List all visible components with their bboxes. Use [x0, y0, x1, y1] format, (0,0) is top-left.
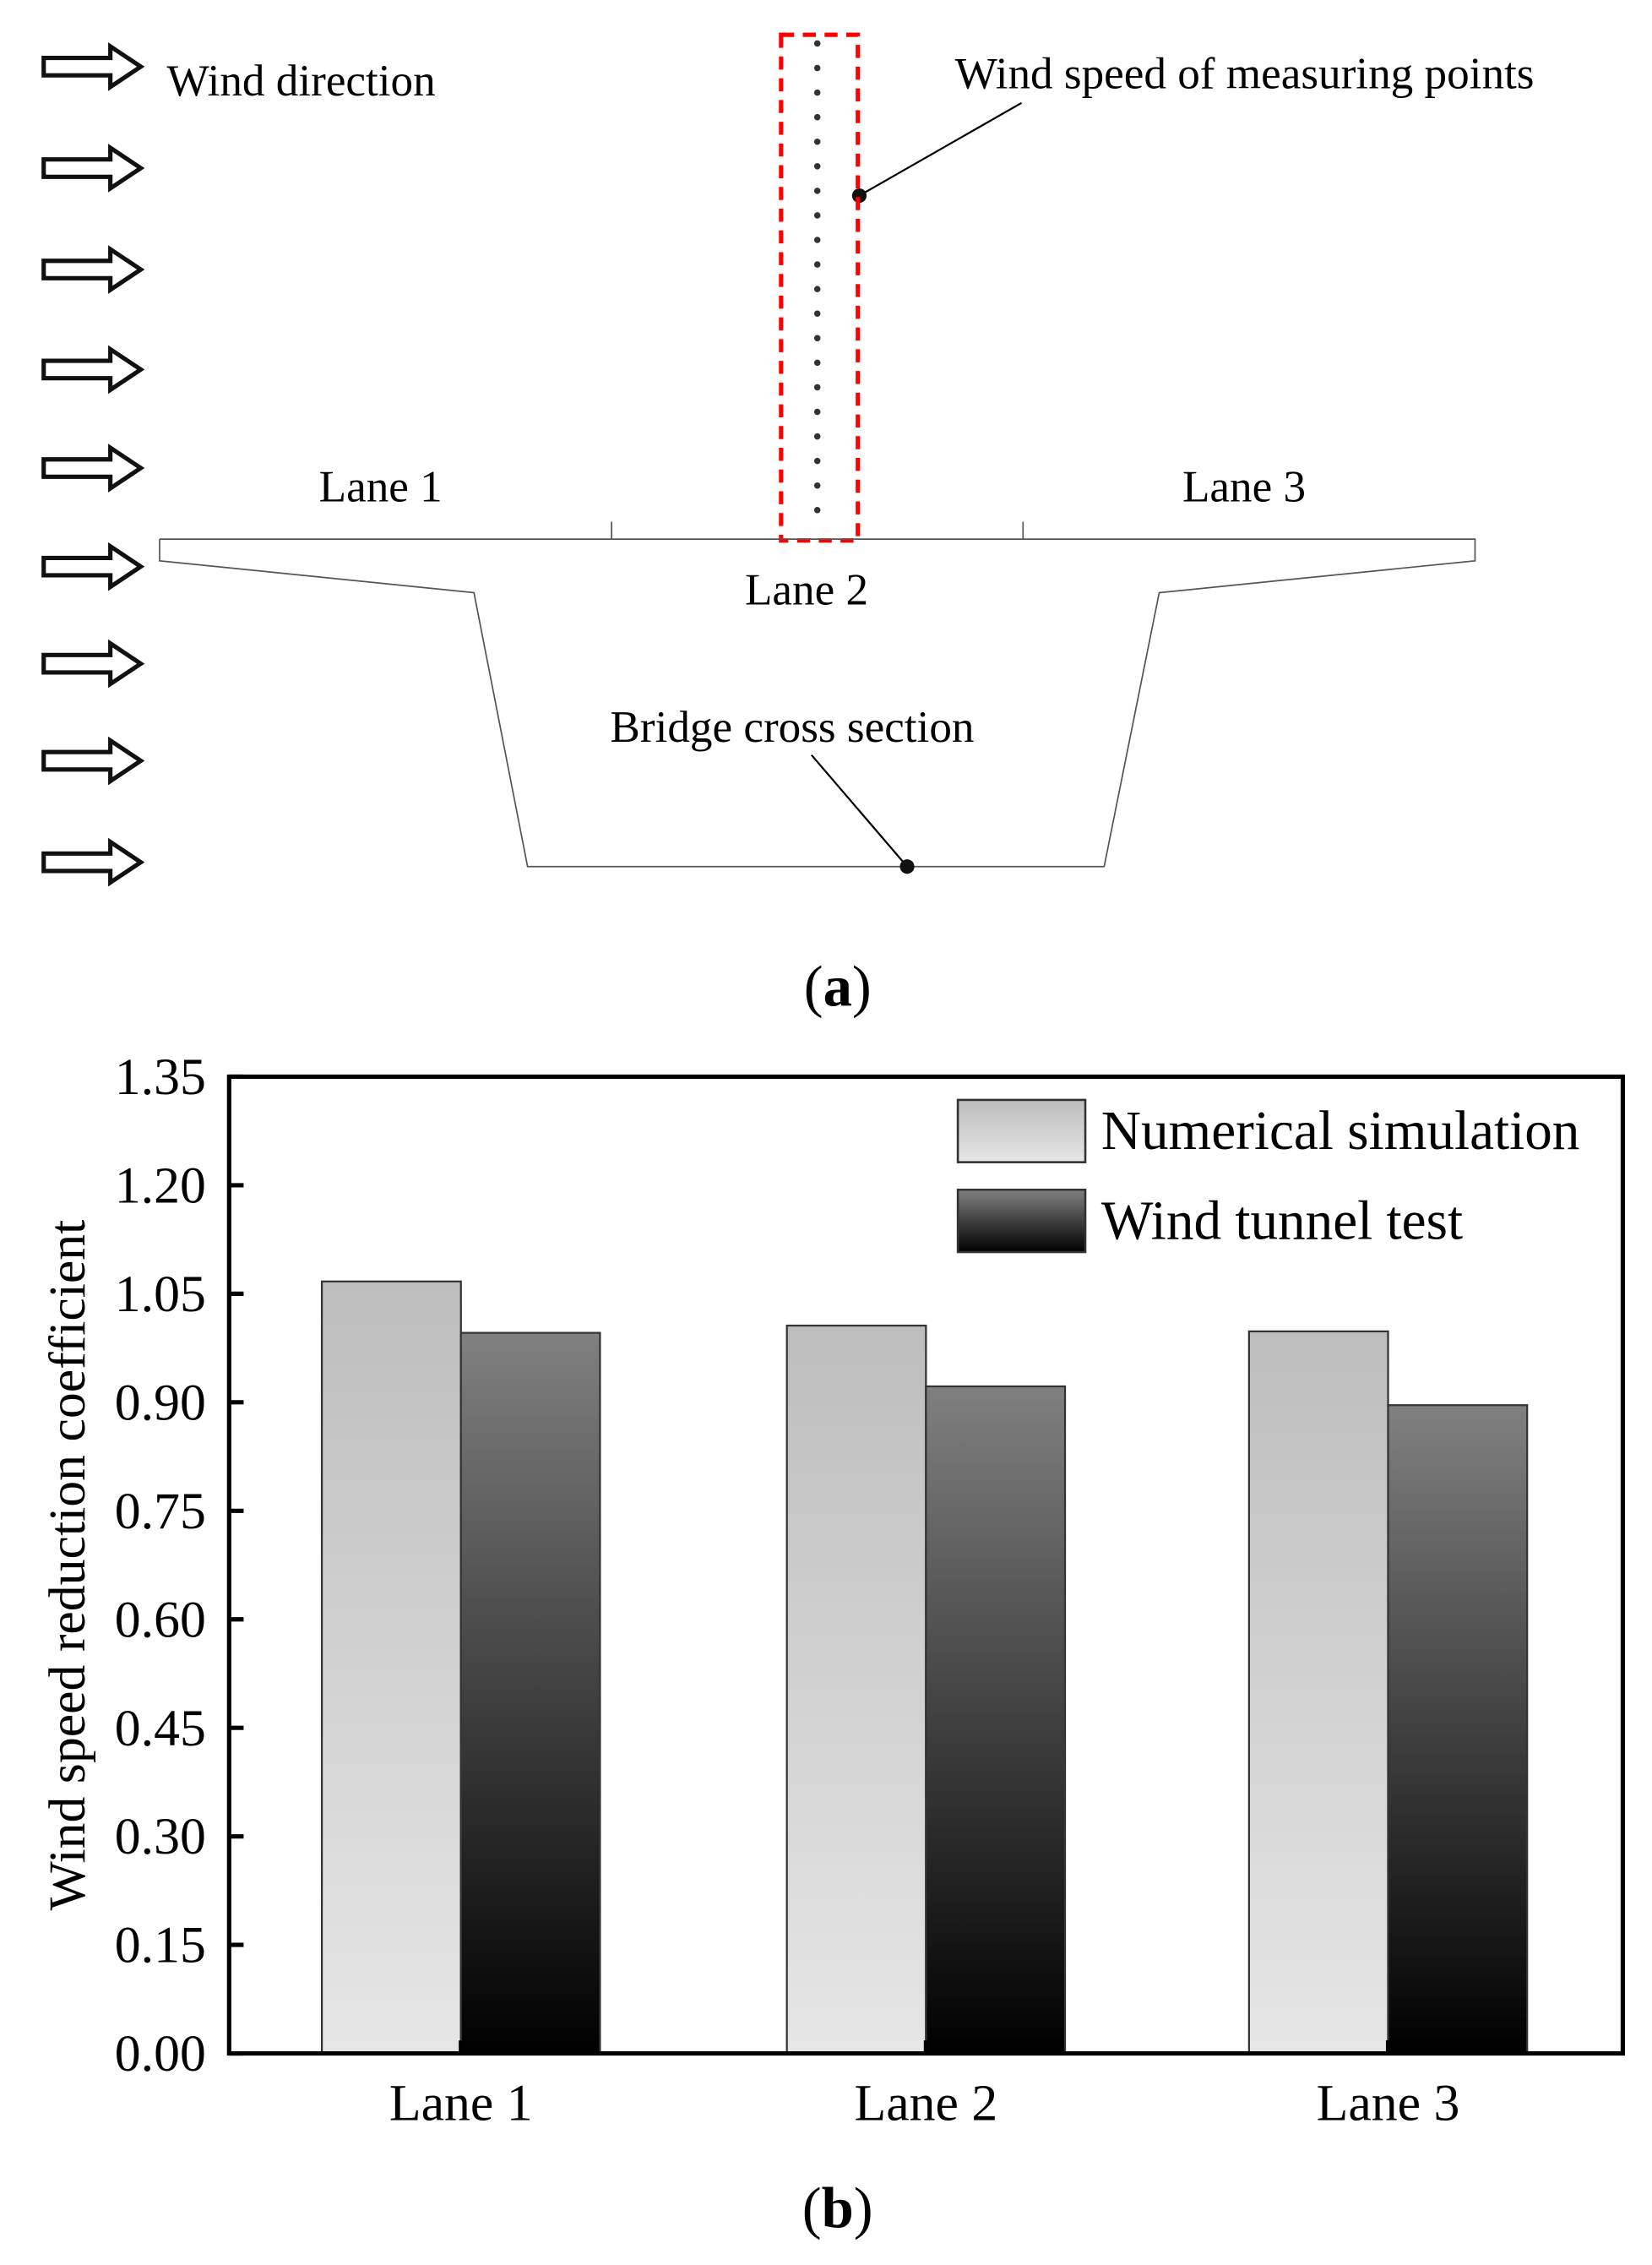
measuring-point: [813, 237, 821, 243]
panel-b-caption: (b): [802, 2175, 873, 2240]
panel-a-diagram: Wind direction Wind speed of measuring p…: [41, 32, 1535, 1018]
y-tick-label: 0.90: [115, 1374, 206, 1431]
lane3-label: Lane 3: [1182, 461, 1306, 511]
bar-numerical-2: [785, 1324, 927, 2055]
legend-swatch-numerical: [956, 1098, 1087, 1163]
measuring-point: [813, 507, 821, 514]
measuring-point: [813, 113, 821, 121]
measuring-point: [813, 40, 821, 47]
y-tick-label: 0.15: [115, 1917, 206, 1974]
y-tick-label: 1.05: [115, 1266, 206, 1323]
y-tick-label: 0.30: [115, 1808, 206, 1865]
y-tick-label: 0.45: [115, 1700, 206, 1757]
bar-tunnel-2: [925, 1385, 1067, 2055]
x-tick-label: Lane 1: [389, 2074, 533, 2132]
lane1-label: Lane 1: [319, 461, 443, 511]
measuring-point: [813, 335, 821, 342]
y-tick-label: 1.35: [115, 1048, 206, 1106]
measuring-point: [813, 212, 821, 219]
y-tick-label: 0.00: [115, 2025, 206, 2083]
wind-arrow-icon: [41, 345, 145, 395]
bars: [320, 1280, 1529, 2055]
x-tick-label: Lane 3: [1317, 2074, 1460, 2132]
measuring-point: [813, 89, 821, 96]
x-tick-label: Lane 2: [854, 2074, 997, 2132]
wind-arrow-icon: [41, 837, 145, 887]
bar-numerical-3: [1247, 1330, 1389, 2055]
legend: Numerical simulation Wind tunnel test: [956, 1098, 1580, 1254]
bar-tunnel-3: [1387, 1404, 1529, 2055]
measuring-point: [813, 408, 821, 416]
wind-arrow-icon: [41, 639, 145, 689]
y-axis-ticks: 0.00 0.15 0.30 0.45 0.60 0.75 0.90 1.05 1.20 1.35: [115, 1048, 244, 2083]
cross-section-leader-line: [811, 754, 908, 868]
measuring-point: [813, 457, 821, 465]
legend-label-numerical: Numerical simulation: [1101, 1101, 1580, 1162]
legend-label-tunnel: Wind tunnel test: [1101, 1191, 1463, 1252]
wind-direction-label: Wind direction: [167, 56, 436, 106]
cross-section-marker: [899, 859, 915, 874]
bridge-cross-section: [159, 521, 1476, 868]
panel-a-caption: (a): [804, 954, 872, 1018]
lane2-label: Lane 2: [745, 564, 868, 614]
measuring-region-highlight: [779, 32, 861, 543]
wind-arrow-icon: [41, 444, 145, 493]
panel-b-chart: 0.00 0.15 0.30 0.45 0.60 0.75 0.90 1.05 1.20 1.35…: [39, 1048, 1625, 2240]
bar-numerical-1: [320, 1280, 462, 2055]
measuring-points: [813, 40, 821, 514]
measuring-point: [813, 482, 821, 489]
measuring-point: [813, 433, 821, 440]
wind-arrow-icon: [41, 736, 145, 786]
measuring-points-label: Wind speed of measuring points: [955, 49, 1535, 99]
x-axis-ticks: Lane 1 Lane 2 Lane 3: [389, 2040, 1460, 2132]
measuring-point: [813, 138, 821, 145]
y-axis-label: Wind speed reduction coefficient: [39, 1220, 96, 1911]
y-tick-label: 0.75: [115, 1483, 206, 1540]
measuring-points-leader-line: [858, 101, 1023, 197]
measuring-point: [813, 188, 821, 194]
wind-arrow-icon: [41, 144, 145, 193]
legend-swatch-tunnel: [956, 1188, 1087, 1254]
bar-tunnel-1: [459, 1331, 601, 2055]
y-tick-label: 1.20: [115, 1157, 206, 1215]
cross-section-label: Bridge cross section: [610, 702, 974, 752]
measuring-point: [813, 286, 821, 292]
measuring-point: [813, 261, 821, 268]
y-tick-label: 0.60: [115, 1591, 206, 1648]
wind-arrow-icon: [41, 42, 145, 91]
measuring-point: [813, 64, 821, 72]
measuring-point: [813, 359, 821, 367]
wind-arrow-icon: [41, 542, 145, 591]
measuring-point: [813, 384, 821, 391]
wind-arrow-icon: [41, 245, 145, 294]
measuring-point: [813, 163, 821, 170]
measuring-point: [813, 310, 821, 317]
wind-arrows: [41, 42, 145, 887]
